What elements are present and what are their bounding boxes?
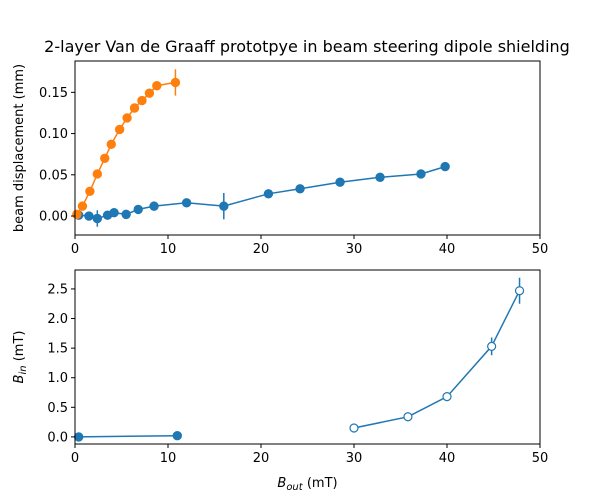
data-point [72,209,82,220]
data-point [137,95,147,106]
data-point [144,88,155,98]
data-point [295,184,305,194]
data-point [170,77,181,88]
data-point [152,81,162,91]
x-axis-label: Bout (mT) [277,476,337,493]
data-point [403,412,413,422]
y-axis-label: beam displacement (mm) [12,64,27,232]
data-point [149,201,159,211]
y-tick-label: 2.5 [47,282,68,297]
series-line [78,434,178,438]
y-tick-label: 2.0 [47,312,68,327]
x-tick-label: 30 [346,451,363,466]
data-point [263,189,274,199]
x-tick-label: 0 [71,451,79,466]
data-point [442,392,452,402]
x-tick-label: 50 [532,451,549,466]
x-tick-label: 40 [439,451,456,466]
data-point [77,201,88,211]
series-line [78,165,446,220]
x-tick-label: 10 [160,451,177,466]
y-tick-label: 1.0 [47,371,68,386]
data-point [335,177,345,187]
x-tick-label: 50 [532,242,549,257]
y-tick-label: 0.0 [47,430,68,445]
data-point [129,103,140,113]
y-tick-label: 1.5 [47,342,68,357]
data-point [85,186,95,196]
series-1 [349,277,525,433]
y-tick-label: 0.05 [39,168,68,183]
data-point [219,201,229,211]
data-point [375,172,385,182]
data-point [74,432,84,442]
x-tick-label: 0 [71,242,79,257]
data-point [181,198,192,208]
series-0 [74,161,450,227]
data-point [121,209,131,220]
data-point [122,113,132,123]
x-tick-label: 10 [160,242,177,257]
axes-frame [74,60,541,236]
data-point [440,161,450,172]
y-axis-label: Bin (mT) [12,331,29,384]
data-point [92,169,103,179]
data-point [514,286,525,296]
x-tick-label: 40 [439,242,456,257]
y-tick-label: 0.10 [39,127,68,142]
chart-title: 2-layer Van de Graaff prototpye in beam … [44,37,570,56]
y-tick-label: 0.5 [47,401,68,416]
bottom-panel-field: 0 10 20 30 40 50 0.0 0.5 1.0 1.5 2.0 2.5 Bin (mT) Bou… [12,269,549,493]
data-point [114,124,125,135]
data-point [92,213,103,224]
data-point [133,204,143,215]
y-tick-label: 0.15 [39,86,68,101]
y-tick-label: 0.00 [39,210,68,225]
series-0 [74,431,183,442]
x-tick-label: 30 [346,242,363,257]
data-point [100,153,110,164]
top-panel-displacement: 0 10 20 30 40 50 0.00 0.05 0.10 0.15 beam displace… [12,60,549,257]
data-point [106,139,116,149]
data-point [349,423,359,433]
x-tick-label: 20 [253,242,270,257]
data-point [416,169,426,179]
x-tick-label: 20 [253,451,270,466]
data-point [84,211,94,221]
data-point [487,341,497,351]
data-point [109,208,119,218]
data-point [172,431,183,441]
axes-frame [74,269,541,445]
